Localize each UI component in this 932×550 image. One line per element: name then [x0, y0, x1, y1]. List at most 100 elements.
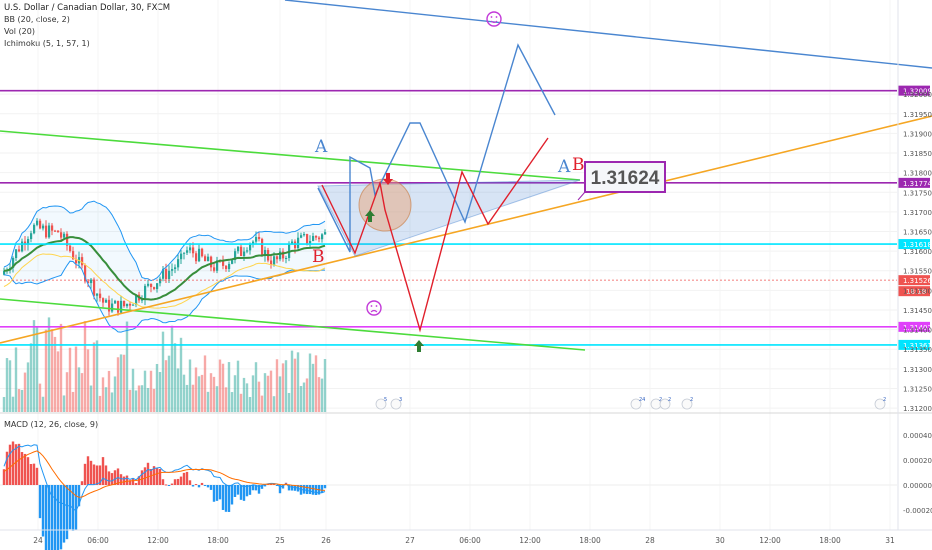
- candle-body: [102, 298, 105, 303]
- volume-bars: [2, 317, 327, 412]
- symbol-title: U.S. Dollar / Canadian Dollar, 30, FXCM: [4, 3, 171, 13]
- price-tick-label: 1.31400: [903, 327, 932, 335]
- macd-histogram-bar: [287, 485, 291, 491]
- volume-bar: [140, 385, 144, 412]
- macd-histogram-bar: [11, 441, 15, 485]
- volume-bar: [170, 325, 174, 412]
- macd-histogram-bar: [275, 485, 279, 486]
- volume-bar: [155, 363, 159, 412]
- candle-body: [231, 260, 234, 264]
- macd-histogram-bar: [281, 485, 285, 489]
- volume-bar: [107, 370, 111, 412]
- volume-bar: [248, 396, 252, 412]
- candle-body: [123, 300, 126, 307]
- time-tick-label: 06:00: [87, 536, 109, 545]
- macd-histogram-bar: [185, 471, 189, 485]
- price-level-label: 1.31774: [903, 180, 932, 188]
- countdown-label: 18:18: [906, 288, 926, 296]
- time-tick-label: 12:00: [759, 536, 781, 545]
- candle-body: [315, 235, 318, 238]
- macd-histogram-bar: [323, 485, 327, 489]
- volume-bar: [239, 393, 243, 412]
- candle-body: [201, 248, 204, 257]
- macd-histogram-bar: [290, 485, 294, 491]
- analysis-drawings: ABA B1.31624: [0, 0, 932, 352]
- price-tick-label: 1.31850: [903, 150, 932, 158]
- macd-histogram-bar: [137, 476, 141, 485]
- smiley-icon-mouth: [490, 20, 498, 24]
- price-tick-label: 1.31600: [903, 248, 932, 256]
- macd-histogram-bar: [173, 479, 177, 485]
- macd-histogram-bar: [158, 469, 162, 485]
- time-tick-label: 06:00: [459, 536, 481, 545]
- indicator-vol[interactable]: Vol (20): [4, 27, 35, 36]
- candle-body: [108, 299, 111, 312]
- indicator-lines: [3, 200, 326, 333]
- indicator-bb[interactable]: BB (20, close, 2): [4, 15, 70, 24]
- macd-histogram-bar: [5, 451, 9, 485]
- macd-histogram-bar: [200, 482, 204, 485]
- volume-bar: [218, 359, 222, 412]
- macd-histogram-bar: [233, 485, 237, 497]
- event-flag-count: 3: [399, 397, 402, 403]
- macd-histogram-bar: [206, 485, 210, 488]
- macd-histogram-bar: [242, 485, 246, 501]
- candle-body: [216, 260, 219, 271]
- price-level-label: 1.31526: [903, 277, 932, 285]
- candle-body: [285, 257, 288, 259]
- price-level-label: 1.31407: [903, 324, 932, 332]
- time-tick-label: 25: [275, 536, 285, 545]
- volume-bar: [113, 376, 117, 412]
- volume-bar: [293, 358, 297, 412]
- macd-histogram-bar: [212, 485, 216, 502]
- volume-bar: [323, 359, 327, 412]
- candle-body: [234, 251, 237, 261]
- candle-body: [279, 251, 282, 260]
- volume-bar: [221, 363, 225, 412]
- volume-bar: [224, 387, 228, 412]
- path-label-b: B: [312, 247, 325, 267]
- candle-body: [57, 230, 60, 233]
- macd-title[interactable]: MACD (12, 26, close, 9): [4, 420, 99, 429]
- volume-bar: [203, 355, 207, 412]
- volume-bar: [83, 321, 87, 412]
- volume-bar: [119, 354, 123, 412]
- candle-body: [174, 267, 177, 270]
- candle-body: [66, 233, 69, 246]
- macd-pane: [0, 441, 897, 550]
- macd-histogram-bar: [227, 485, 231, 512]
- volume-bar: [158, 372, 162, 412]
- volume-bar: [257, 381, 261, 412]
- candle-body: [270, 260, 273, 265]
- macd-histogram-bar: [230, 485, 234, 505]
- price-callout-box: [584, 161, 666, 193]
- macd-tick-label: 0.00000: [903, 482, 932, 490]
- macd-histogram-bar: [119, 474, 123, 485]
- candle-body: [114, 300, 117, 304]
- macd-histogram-bar: [170, 483, 174, 485]
- macd-histogram-bar: [47, 485, 51, 550]
- volume-bar: [23, 372, 27, 412]
- candle-body: [273, 256, 276, 265]
- volume-bar: [116, 357, 120, 412]
- candle-body: [261, 238, 264, 257]
- candle-body: [228, 263, 231, 270]
- macd-histogram-bar: [143, 467, 147, 485]
- candle-body: [60, 232, 63, 238]
- volume-bar: [260, 395, 264, 412]
- candle-body: [210, 256, 213, 268]
- indicator-ichimoku[interactable]: Ichimoku (5, 1, 57, 1): [4, 39, 90, 48]
- volume-bar: [59, 323, 63, 412]
- candle-body: [84, 265, 87, 282]
- path-label-a-right: A: [557, 157, 571, 177]
- macd-histogram-bar: [35, 467, 39, 485]
- smiley-icon-eye: [495, 16, 498, 18]
- volume-bar: [287, 392, 291, 412]
- volume-bar: [281, 363, 285, 412]
- volume-bar: [104, 387, 108, 412]
- volume-bar: [20, 389, 24, 412]
- candle-body: [72, 251, 75, 260]
- candle-body: [33, 224, 36, 234]
- macd-histogram-bar: [146, 462, 150, 485]
